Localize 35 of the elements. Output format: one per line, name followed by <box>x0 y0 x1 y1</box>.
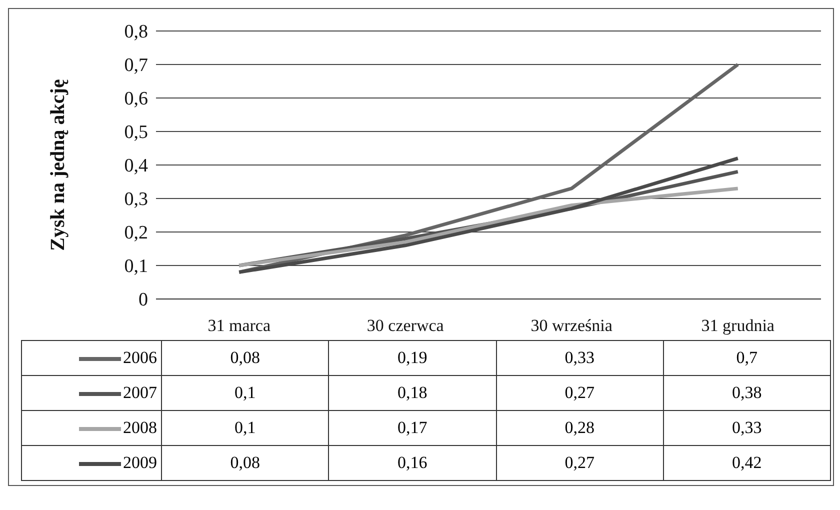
y-tick-label: 0,2 <box>124 222 148 244</box>
data-label: 0,08 <box>162 340 329 376</box>
data-label: 0,1 <box>162 376 329 410</box>
y-tick-label: 0,7 <box>124 55 148 76</box>
data-label: 0,38 <box>663 376 830 410</box>
y-tick-label: 0,6 <box>124 88 148 110</box>
data-label: 0,42 <box>663 446 830 480</box>
y-tick-label: 0,8 <box>124 22 148 43</box>
data-label: 0,18 <box>328 376 496 410</box>
data-label: 0,27 <box>496 376 664 410</box>
data-label: 0,16 <box>328 446 496 480</box>
data-label: 0,7 <box>663 340 830 376</box>
x-tick-label: 30 września <box>530 316 613 336</box>
data-label: 0,27 <box>496 446 664 480</box>
legend-label: 2007 <box>123 383 157 402</box>
data-label: 0,08 <box>162 446 329 480</box>
data-label: 0,1 <box>162 410 329 446</box>
y-tick-label: 0 <box>138 290 148 311</box>
x-tick-label: 30 czerwca <box>366 316 444 336</box>
y-axis-title: Zysk na jedną akcję <box>47 79 70 251</box>
y-tick-label: 0,4 <box>124 156 148 177</box>
legend-label: 2008 <box>123 418 157 437</box>
x-tick-label: 31 grudnia <box>701 316 775 336</box>
y-tick-label: 0,1 <box>124 256 148 278</box>
y-tick-label: 0,5 <box>124 122 148 144</box>
legend-label: 2009 <box>123 453 157 472</box>
x-tick-label: 31 marca <box>208 316 271 336</box>
data-label: 0,33 <box>496 340 664 376</box>
data-label: 0,17 <box>328 410 496 446</box>
data-label: 0,33 <box>663 410 830 446</box>
y-tick-label: 0,3 <box>124 189 148 210</box>
data-label: 0,19 <box>328 340 496 376</box>
data-label: 0,28 <box>496 410 664 446</box>
line-series <box>237 186 740 268</box>
legend-label: 2006 <box>123 348 157 367</box>
